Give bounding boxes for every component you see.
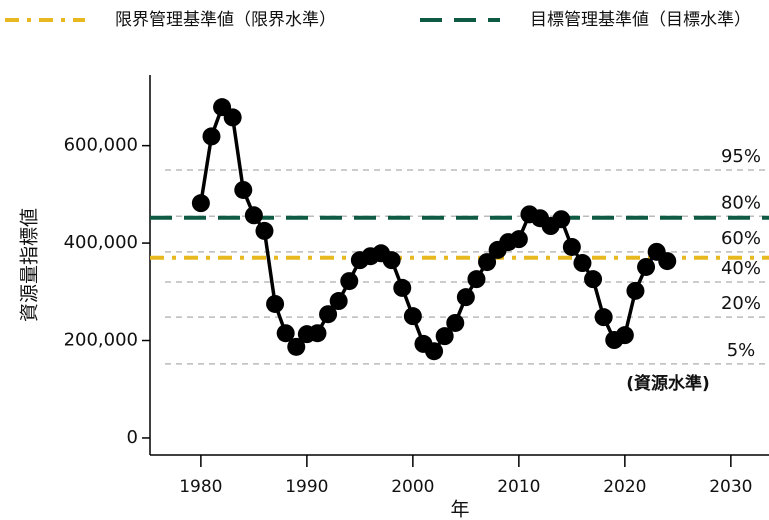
x-axis-title: 年 — [450, 499, 469, 520]
data-point — [287, 337, 306, 356]
x-tick-label: 2030 — [709, 477, 752, 497]
legend-label: 限界管理基準値（限界水準） — [115, 10, 336, 30]
data-point — [435, 327, 454, 346]
data-point — [393, 278, 412, 297]
data-point — [244, 206, 263, 225]
data-point — [478, 253, 497, 272]
data-point — [584, 270, 603, 289]
level-label: 60% — [721, 228, 761, 249]
data-point — [266, 294, 285, 313]
data-point — [562, 237, 581, 256]
y-tick-label: 600,000 — [64, 135, 138, 156]
data-point — [276, 324, 295, 343]
x-tick-label: 2020 — [603, 477, 646, 497]
x-tick-label: 1990 — [285, 477, 328, 497]
data-point — [552, 210, 571, 229]
data-point — [456, 288, 475, 307]
level-title: (資源水準) — [626, 373, 710, 394]
data-point — [191, 194, 210, 213]
level-label: 95% — [721, 146, 761, 167]
data-point — [467, 270, 486, 289]
data-point — [382, 251, 401, 270]
y-tick-label: 400,000 — [64, 232, 138, 253]
data-point — [626, 281, 645, 300]
legend-label: 目標管理基準値（目標水準） — [530, 10, 751, 30]
level-label: 20% — [721, 293, 761, 314]
data-point — [573, 254, 592, 273]
data-point — [319, 305, 338, 324]
data-point — [446, 313, 465, 332]
data-point — [308, 324, 327, 343]
level-label: 40% — [721, 258, 761, 279]
level-label: 5% — [727, 340, 756, 361]
data-point — [340, 272, 359, 291]
data-point — [234, 180, 253, 199]
y-tick-label: 0 — [127, 427, 138, 448]
data-point — [658, 252, 677, 271]
x-tick-label: 2000 — [391, 477, 434, 497]
data-point — [202, 127, 221, 146]
data-point — [425, 342, 444, 361]
data-point — [223, 108, 242, 127]
data-point — [615, 326, 634, 345]
x-tick-label: 2010 — [497, 477, 540, 497]
data-point — [403, 307, 422, 326]
y-axis-title: 資源量指標値 — [19, 208, 41, 322]
y-tick-label: 200,000 — [64, 330, 138, 351]
data-point — [509, 230, 528, 249]
data-point — [255, 221, 274, 240]
level-label: 80% — [721, 192, 761, 213]
data-point — [329, 292, 348, 311]
x-tick-label: 1980 — [179, 477, 222, 497]
data-point — [637, 257, 656, 276]
data-point — [594, 308, 613, 327]
